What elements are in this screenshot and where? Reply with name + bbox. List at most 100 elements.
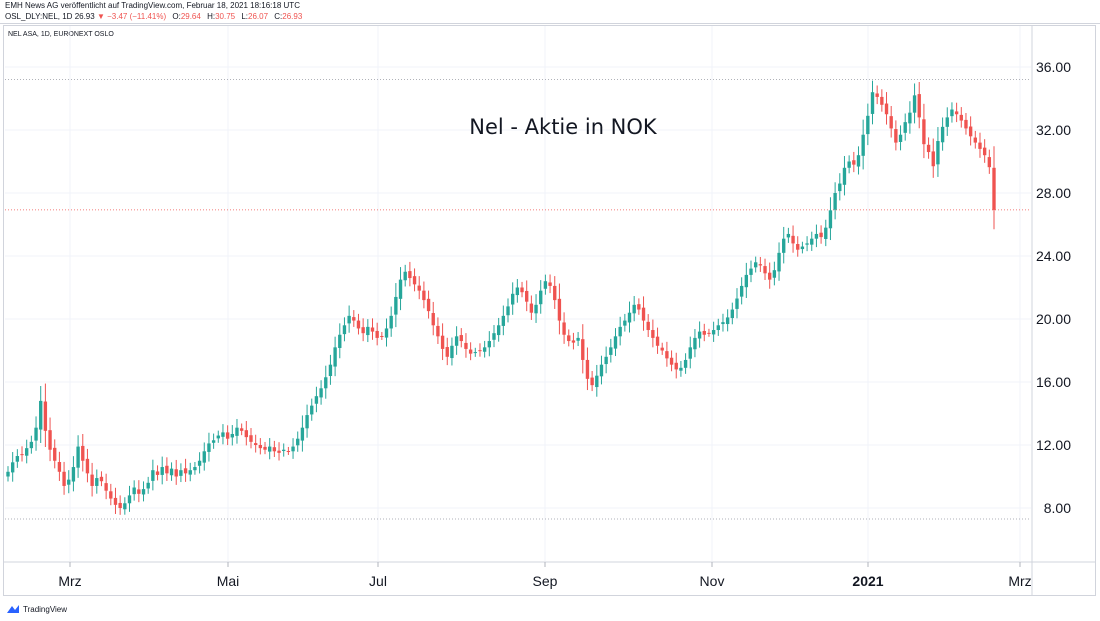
candle-up[interactable] xyxy=(824,219,828,247)
candle-up[interactable] xyxy=(39,385,43,443)
candle-up[interactable] xyxy=(777,242,781,281)
candle-up[interactable] xyxy=(861,119,865,170)
candle-down[interactable] xyxy=(581,324,585,374)
candle-up[interactable] xyxy=(207,432,211,462)
candle-down[interactable] xyxy=(660,342,664,355)
candle-up[interactable] xyxy=(711,321,716,342)
candle-up[interactable] xyxy=(76,435,80,478)
candle-down[interactable] xyxy=(964,113,968,135)
candle-down[interactable] xyxy=(20,446,24,462)
candle-up[interactable] xyxy=(903,113,907,141)
candle-up[interactable] xyxy=(132,480,136,501)
candle-up[interactable] xyxy=(151,459,155,491)
candles[interactable] xyxy=(6,80,996,515)
candle-down[interactable] xyxy=(468,342,473,361)
candle-down[interactable] xyxy=(445,337,449,366)
candle-up[interactable] xyxy=(753,256,758,273)
candle-up[interactable] xyxy=(828,197,833,241)
candle-up[interactable] xyxy=(805,236,809,252)
candle-down[interactable] xyxy=(356,313,361,335)
candle-down[interactable] xyxy=(922,103,926,159)
chart-panel[interactable] xyxy=(3,25,1096,596)
candle-up[interactable] xyxy=(838,173,842,201)
candle-down[interactable] xyxy=(155,465,160,481)
candle-down[interactable] xyxy=(118,495,122,515)
candle-up[interactable] xyxy=(833,182,837,220)
candle-up[interactable] xyxy=(268,438,272,460)
candle-down[interactable] xyxy=(557,283,562,335)
candle-down[interactable] xyxy=(973,130,977,149)
candle-up[interactable] xyxy=(146,476,150,494)
candle-up[interactable] xyxy=(291,438,295,459)
candle-down[interactable] xyxy=(982,139,987,163)
candle-down[interactable] xyxy=(352,310,356,327)
candle-down[interactable] xyxy=(478,343,482,357)
candle-up[interactable] xyxy=(235,418,239,444)
candle-up[interactable] xyxy=(786,227,791,243)
candle-up[interactable] xyxy=(169,462,174,481)
candle-up[interactable] xyxy=(473,347,477,357)
candle-down[interactable] xyxy=(253,434,258,453)
candle-down[interactable] xyxy=(417,276,421,300)
candle-down[interactable] xyxy=(884,92,889,125)
candle-up[interactable] xyxy=(324,365,328,399)
candle-up[interactable] xyxy=(632,296,636,322)
candle-up[interactable] xyxy=(193,462,197,475)
candle-up[interactable] xyxy=(543,274,548,295)
candle-up[interactable] xyxy=(511,282,515,315)
candle-down[interactable] xyxy=(707,328,711,337)
candle-up[interactable] xyxy=(576,332,580,347)
candle-down[interactable] xyxy=(525,280,529,312)
candle-down[interactable] xyxy=(361,318,365,342)
candle-up[interactable] xyxy=(908,101,912,134)
candle-up[interactable] xyxy=(842,156,847,196)
candle-down[interactable] xyxy=(277,442,281,461)
candle-up[interactable] xyxy=(627,301,632,333)
candle-up[interactable] xyxy=(721,313,725,332)
candle-down[interactable] xyxy=(62,461,66,495)
candle-up[interactable] xyxy=(492,325,496,348)
candle-up[interactable] xyxy=(810,231,814,251)
candle-up[interactable] xyxy=(366,319,370,343)
candle-down[interactable] xyxy=(548,274,552,294)
candle-up[interactable] xyxy=(188,462,192,482)
candle-down[interactable] xyxy=(585,347,590,391)
candle-down[interactable] xyxy=(637,298,641,315)
candle-up[interactable] xyxy=(506,298,510,323)
candle-up[interactable] xyxy=(814,224,819,248)
candle-up[interactable] xyxy=(912,83,917,124)
candle-up[interactable] xyxy=(482,340,487,358)
candle-down[interactable] xyxy=(819,225,823,244)
candle-up[interactable] xyxy=(127,485,132,512)
candle-up[interactable] xyxy=(338,323,342,359)
candle-down[interactable] xyxy=(992,146,996,230)
candle-up[interactable] xyxy=(800,241,805,254)
candle-up[interactable] xyxy=(749,260,753,283)
candle-up[interactable] xyxy=(67,470,71,494)
candle-up[interactable] xyxy=(744,262,749,299)
candle-down[interactable] xyxy=(440,323,445,361)
candle-up[interactable] xyxy=(716,318,720,336)
candle-down[interactable] xyxy=(109,483,113,506)
candle-down[interactable] xyxy=(380,331,384,340)
candle-down[interactable] xyxy=(520,281,524,298)
candle-up[interactable] xyxy=(6,466,10,482)
candle-up[interactable] xyxy=(230,425,234,446)
candle-down[interactable] xyxy=(272,440,277,457)
candle-up[interactable] xyxy=(697,321,702,348)
candle-down[interactable] xyxy=(655,327,660,354)
candle-up[interactable] xyxy=(898,125,903,151)
candle-down[interactable] xyxy=(763,258,767,281)
candle-down[interactable] xyxy=(968,116,973,146)
candle-up[interactable] xyxy=(34,416,38,451)
candle-down[interactable] xyxy=(43,383,48,447)
candle-down[interactable] xyxy=(931,138,935,178)
candle-down[interactable] xyxy=(894,120,898,151)
candle-up[interactable] xyxy=(211,433,216,449)
candle-up[interactable] xyxy=(945,107,949,136)
candle-up[interactable] xyxy=(333,336,337,377)
candle-up[interactable] xyxy=(735,288,739,319)
candle-down[interactable] xyxy=(412,268,417,292)
candle-down[interactable] xyxy=(987,149,992,174)
